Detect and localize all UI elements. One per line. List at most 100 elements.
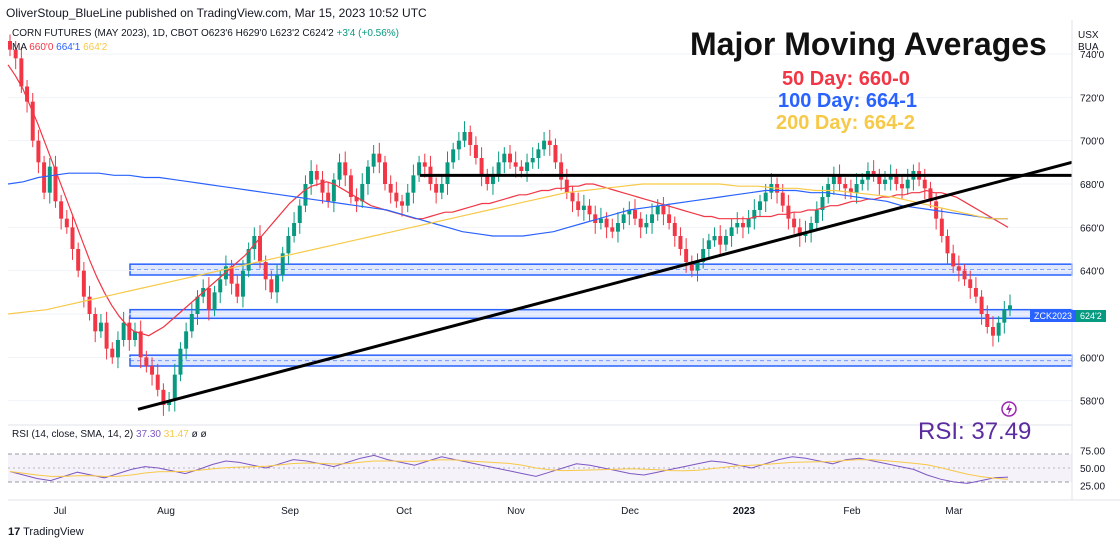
rsi-empty-1: ø (191, 429, 198, 440)
candle-body (769, 184, 774, 193)
candle-body (650, 214, 655, 223)
candle-body (502, 153, 507, 163)
current-price-tag: 624'2 (1076, 310, 1106, 322)
candle-body (468, 132, 473, 145)
x-tick-label: Oct (396, 506, 412, 517)
y-tick-label: 640'0 (1080, 267, 1105, 278)
candle-body (178, 348, 183, 375)
candle-body (496, 162, 501, 176)
publisher-header: OliverStoup_BlueLine published on Tradin… (6, 6, 427, 20)
candle-body (695, 262, 700, 271)
candle-body (536, 149, 541, 158)
candle-body (661, 205, 666, 215)
candle-body (758, 201, 762, 210)
candle-body (542, 140, 547, 150)
candle-body (473, 145, 478, 158)
candle-body (439, 184, 444, 193)
candle-body (462, 132, 467, 141)
candle-body (854, 184, 859, 193)
candle-body (684, 249, 689, 262)
candle-body (968, 279, 973, 288)
rsi-ma-value: 31.47 (163, 429, 189, 440)
tradingview-logo[interactable]: 17 TradingView (8, 526, 84, 538)
candle-body (229, 266, 234, 284)
candle-body (809, 223, 814, 232)
candle-body (360, 184, 365, 202)
candle-body (394, 192, 399, 202)
candle-body (451, 149, 456, 163)
candle-body (87, 296, 92, 314)
change-value: +3'4 (+0.56%) (336, 28, 400, 39)
candle-body (570, 192, 575, 202)
annotation-ma200: 200 Day: 664-2 (776, 112, 915, 134)
rsi-label: RSI (14, close, SMA, 14, 2) (12, 429, 134, 440)
trend-lines (137, 160, 1073, 411)
candle-body (945, 236, 950, 254)
x-tick-label: Dec (621, 506, 639, 517)
rsi-info[interactable]: RSI (14, close, SMA, 14, 2) 37.30 31.47 … (12, 429, 207, 440)
x-tick-label: Feb (843, 506, 861, 517)
candle-body (985, 314, 990, 327)
y-tick-label: 720'0 (1080, 93, 1105, 104)
close-value: C624'2 (302, 28, 334, 39)
ma-info[interactable]: MA 660'0 664'1 664'2 (12, 42, 107, 53)
candle-body (320, 179, 325, 193)
candle-body (8, 41, 12, 50)
candle-body (1008, 305, 1012, 310)
candle-body (814, 210, 819, 223)
annotation-title: Major Moving Averages (690, 26, 1047, 62)
candle-body (593, 214, 598, 223)
candle-body (1002, 309, 1007, 323)
candle-body (150, 366, 155, 375)
candle-body (797, 227, 802, 236)
chart-grid (8, 53, 1072, 402)
candle-body (990, 327, 995, 336)
candle-body (252, 236, 257, 249)
ma200-line (7, 183, 1008, 315)
candle-body (553, 145, 558, 163)
candle-body (530, 158, 535, 163)
ascending-trendline (137, 160, 1073, 411)
candle-body (837, 175, 842, 184)
candle-body (615, 223, 620, 232)
candle-body (212, 292, 217, 310)
candle-body (286, 236, 291, 254)
candle-body (36, 140, 41, 163)
rsi-ma-line (9, 459, 1009, 480)
candle-body (883, 179, 887, 184)
candle-body (763, 192, 768, 202)
candle-body (314, 171, 319, 180)
candle-body (667, 214, 672, 223)
candle-body (547, 140, 552, 145)
candle-body (843, 184, 848, 189)
candle-body (729, 227, 734, 236)
candle-body (70, 227, 75, 249)
x-tick-label: Sep (281, 506, 299, 517)
candle-body (922, 179, 927, 189)
candle-body (951, 253, 956, 267)
candle-body (644, 223, 649, 228)
y-tick-label: 660'0 (1080, 223, 1105, 234)
candle-body (735, 223, 740, 228)
symbol-name[interactable]: CORN FUTURES (MAY 2023), 1D, CBOT (12, 28, 199, 39)
candle-body (371, 153, 376, 167)
candle-body (98, 322, 103, 332)
currency-label: USX (1078, 30, 1099, 41)
y-tick-label: 580'0 (1080, 397, 1105, 408)
candle-body (110, 348, 115, 358)
candle-body (581, 205, 586, 210)
low-value: L623'2 (269, 28, 300, 39)
candle-body (400, 201, 405, 206)
candle-body (115, 340, 120, 358)
candle-body (348, 175, 353, 197)
candle-body (246, 249, 251, 271)
symbol-price-tag: ZCK2023 (1030, 310, 1077, 322)
candle-body (848, 188, 853, 193)
x-tick-label: Nov (507, 506, 525, 517)
ma-label: MA (12, 42, 27, 53)
candle-body (121, 322, 126, 340)
candle-body (206, 288, 211, 310)
candle-body (19, 58, 24, 87)
candle-body (309, 171, 314, 184)
